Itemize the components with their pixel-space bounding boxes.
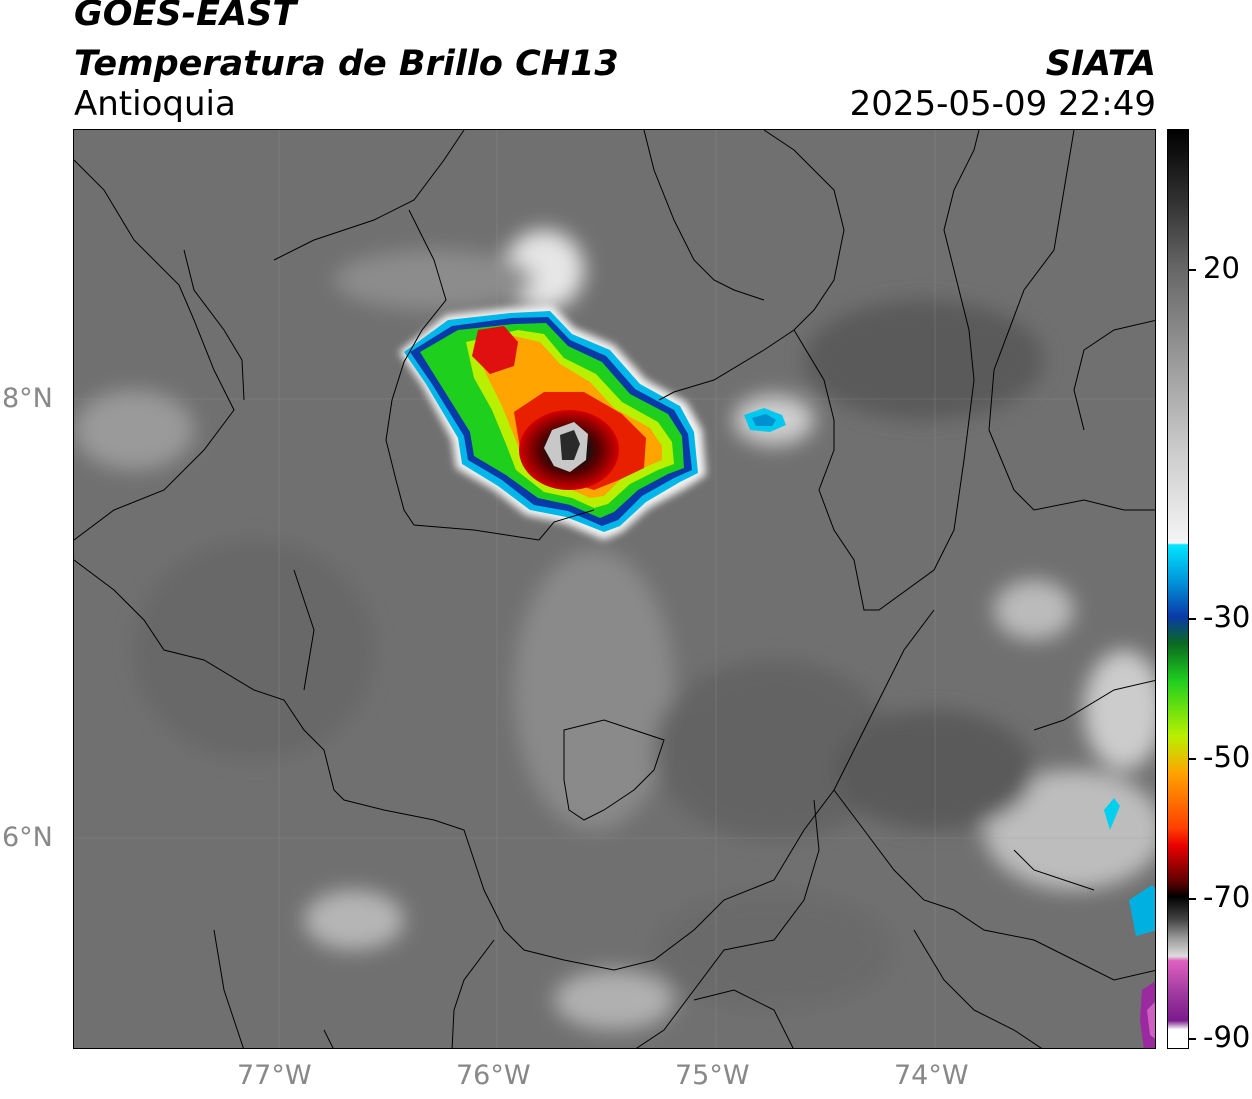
lat-label-6n: 6°N	[2, 822, 53, 853]
lon-label-76w: 76°W	[456, 1060, 531, 1091]
lat-label-8n: 8°N	[2, 383, 53, 414]
map-canvas	[74, 130, 1155, 1048]
colorbar-tick	[1189, 1038, 1196, 1040]
lon-label-75w: 75°W	[675, 1060, 750, 1091]
borders	[74, 130, 1155, 1048]
colorbar-gradient	[1168, 130, 1188, 1048]
title-product: Temperatura de Brillo CH13	[74, 44, 619, 84]
colorbar-label-minus50: -50	[1203, 740, 1251, 774]
colorbar-tick	[1189, 898, 1196, 900]
colorbar-tick	[1189, 269, 1196, 271]
title-region: Antioquia	[74, 84, 236, 124]
storm-cell	[399, 305, 1155, 1048]
colorbar-label-minus70: -70	[1203, 880, 1251, 914]
colorbar-tick	[1189, 618, 1196, 620]
colorbar	[1167, 129, 1189, 1049]
lon-label-74w: 74°W	[894, 1060, 969, 1091]
title-satellite: GOES-EAST	[74, 0, 297, 34]
satellite-map[interactable]	[73, 129, 1156, 1049]
lon-label-77w: 77°W	[237, 1060, 312, 1091]
cloud-texture	[74, 230, 1155, 1030]
colorbar-tick	[1189, 758, 1196, 760]
colorbar-label-minus90: -90	[1203, 1020, 1251, 1054]
title-datetime: 2025-05-09 22:49	[849, 84, 1156, 124]
colorbar-label-20: 20	[1203, 251, 1240, 285]
colorbar-label-minus30: -30	[1203, 600, 1251, 634]
title-organization: SIATA	[1045, 44, 1156, 84]
